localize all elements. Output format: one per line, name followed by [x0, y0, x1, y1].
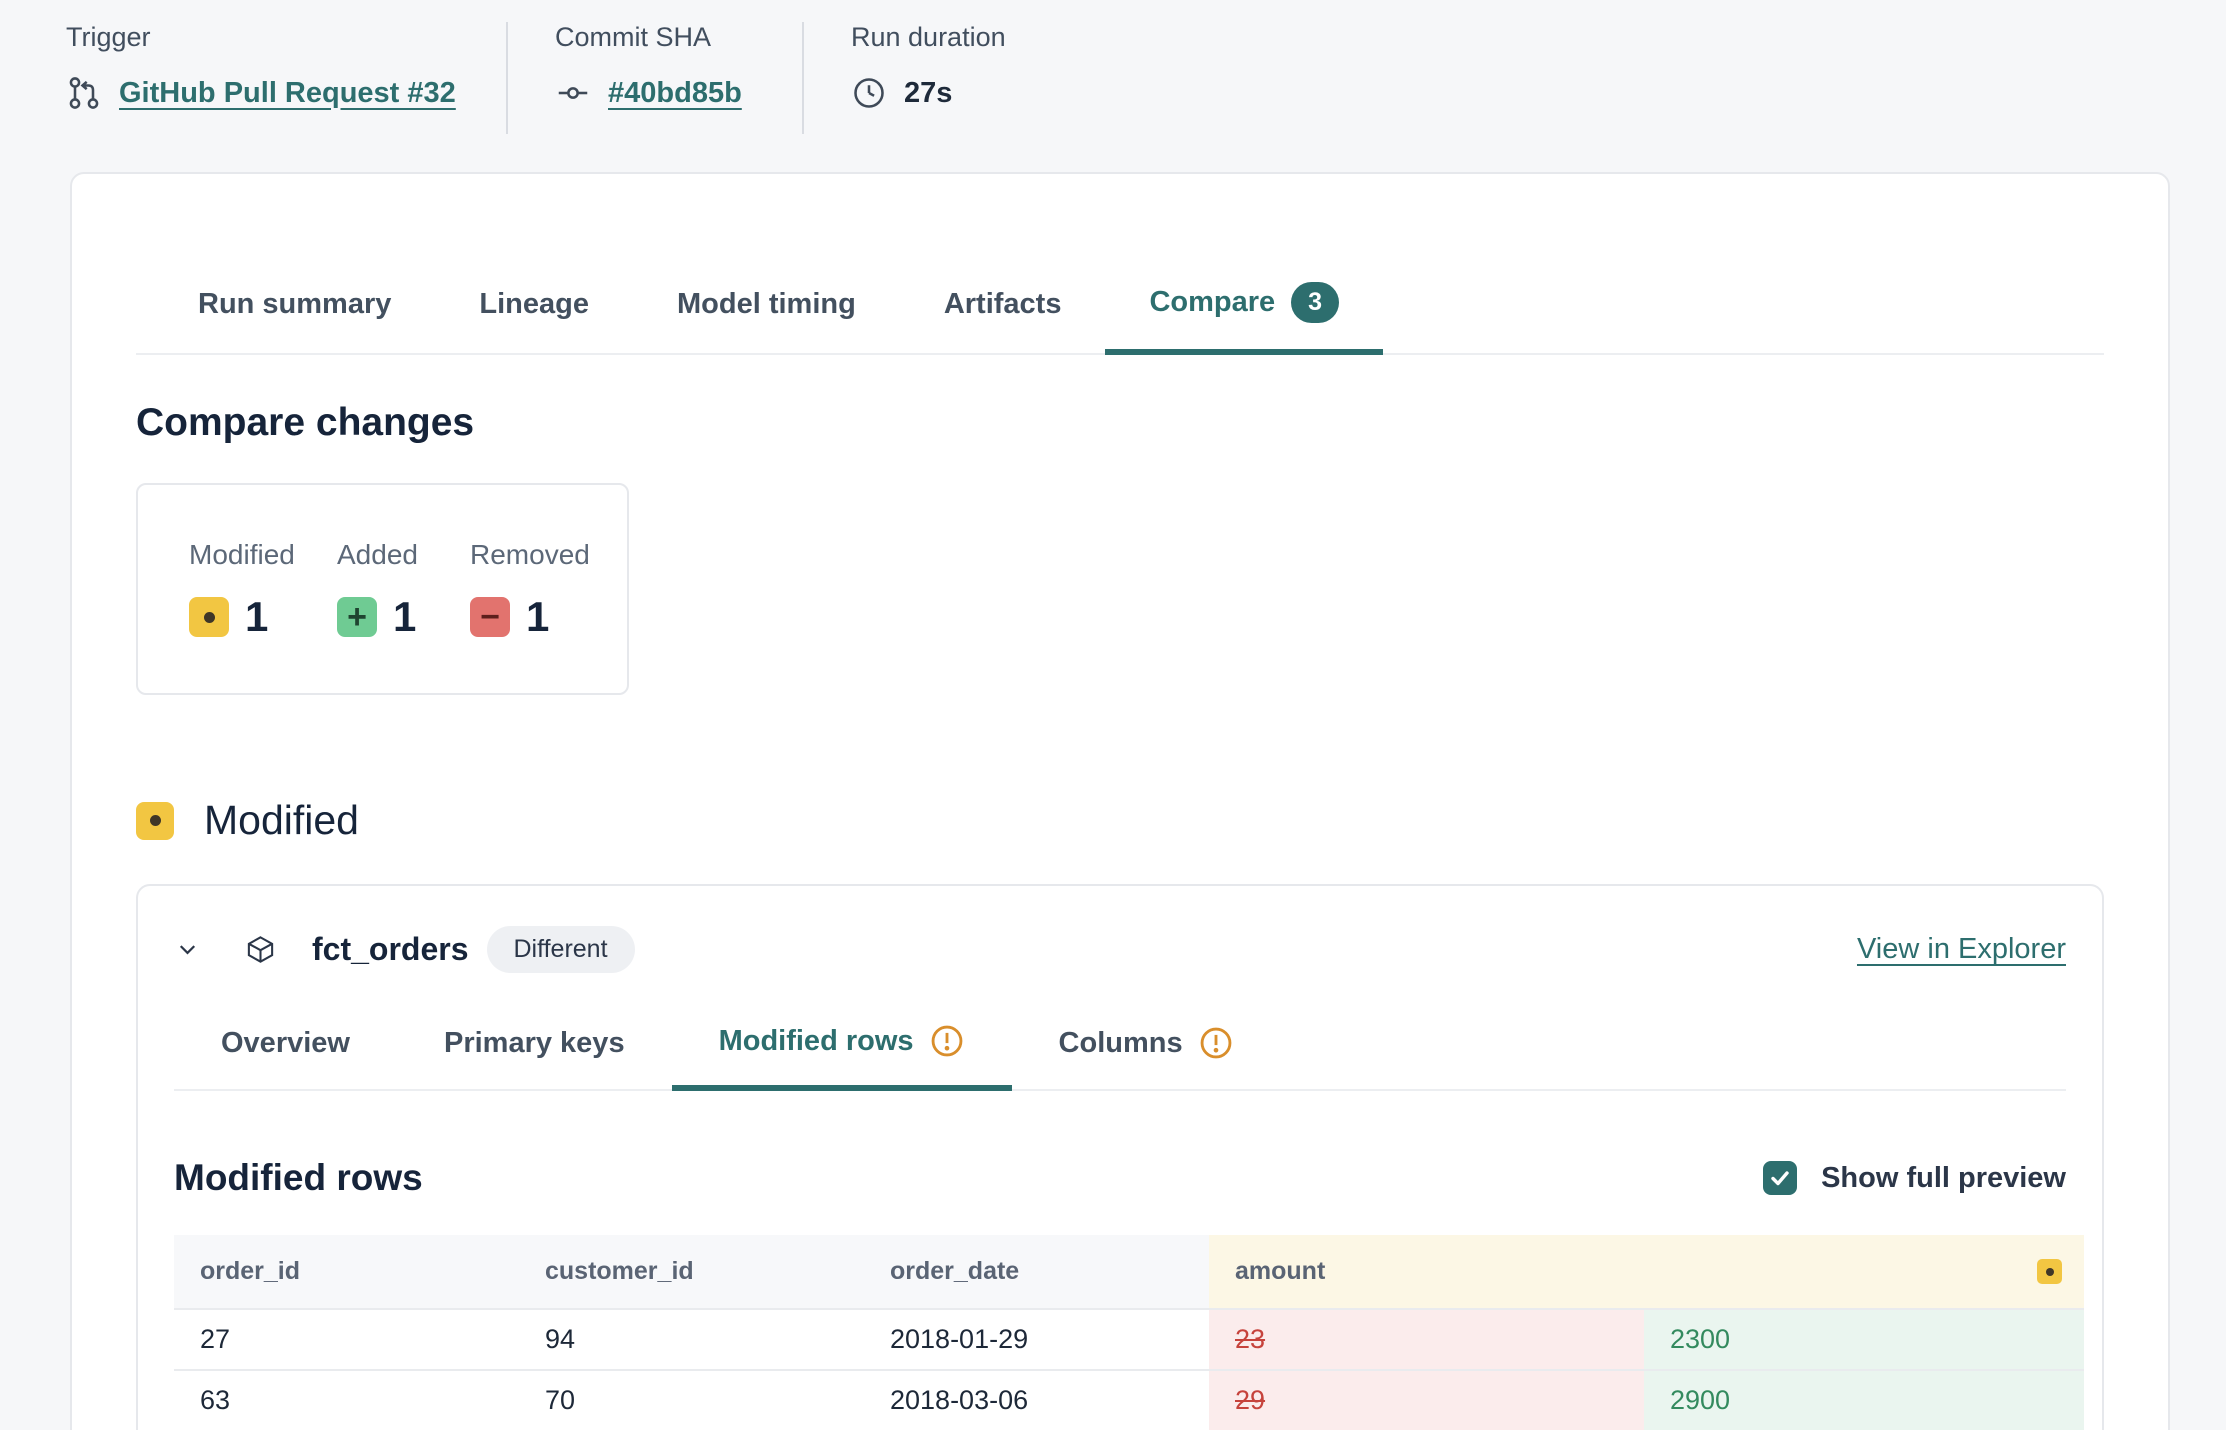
table-cell-old-value: 23 — [1209, 1308, 1644, 1369]
commit-sha-label: Commit SHA — [555, 22, 712, 52]
fct-orders-card: fct_orders Different View in Explorer Ov… — [136, 884, 2104, 1430]
table-cell-new-value: 2900 — [1644, 1369, 2084, 1430]
removed-minus-badge: − — [470, 597, 510, 637]
run-duration-value: 27s — [904, 76, 953, 109]
tab-compare[interactable]: Compare 3 — [1105, 282, 1384, 355]
different-status-badge: Different — [486, 926, 635, 973]
run-stats-header: Trigger GitHub Pull Request #32 Commit S… — [0, 0, 2226, 172]
modified-section-title: Modified — [204, 797, 359, 843]
table-cell: 2018-01-29 — [864, 1308, 1209, 1369]
run-duration-label: Run duration — [851, 22, 1006, 52]
pull-request-icon — [66, 75, 102, 111]
model-name: fct_orders — [312, 931, 469, 967]
tab-lineage[interactable]: Lineage — [479, 288, 589, 320]
trigger-label: Trigger — [66, 22, 151, 52]
removed-count: 1 — [526, 593, 550, 640]
table-cell: 63 — [174, 1369, 519, 1430]
removed-summary-label: Removed — [470, 539, 590, 570]
tab-modified-rows[interactable]: Modified rows — [671, 1023, 1012, 1091]
main-tab-bar: Run summary Lineage Model timing Artifac… — [136, 282, 2104, 355]
modified-count: 1 — [245, 593, 269, 640]
column-header-customer-id: customer_id — [519, 1235, 864, 1308]
modified-dot-badge — [2037, 1259, 2062, 1284]
modified-section-header: Modified — [136, 797, 2104, 844]
added-summary: Added + 1 — [337, 539, 470, 693]
trigger-stat: Trigger GitHub Pull Request #32 — [66, 22, 506, 172]
view-in-explorer-link[interactable]: View in Explorer — [1856, 933, 2066, 965]
clock-icon — [851, 75, 887, 111]
modified-dot-badge — [136, 801, 174, 840]
model-cube-icon — [245, 934, 276, 965]
removed-summary: Removed − 1 — [470, 539, 590, 693]
table-cell: 2018-03-06 — [864, 1369, 1209, 1430]
modified-rows-title: Modified rows — [174, 1157, 423, 1198]
run-duration-stat: Run duration 27s — [804, 22, 1006, 172]
table-cell: 94 — [519, 1308, 864, 1369]
compare-changes-title: Compare changes — [136, 401, 475, 444]
commit-sha-link[interactable]: #40bd85b — [608, 76, 742, 109]
commit-icon — [555, 75, 591, 111]
stat-divider — [802, 22, 804, 134]
table-cell: 70 — [519, 1369, 864, 1430]
table-cell: 27 — [174, 1308, 519, 1369]
warning-icon — [929, 1023, 965, 1059]
column-header-order-id: order_id — [174, 1235, 519, 1308]
table-cell-old-value: 29 — [1209, 1369, 1644, 1430]
chevron-down-icon[interactable] — [174, 936, 201, 963]
model-card-header: fct_orders Different View in Explorer — [174, 926, 2066, 973]
warning-icon — [1198, 1025, 1234, 1061]
added-plus-badge: + — [337, 597, 377, 637]
stat-divider — [506, 22, 508, 134]
show-full-preview-label: Show full preview — [1821, 1161, 2066, 1194]
commit-sha-stat: Commit SHA #40bd85b — [508, 22, 802, 172]
show-full-preview-toggle[interactable]: Show full preview — [1763, 1161, 2066, 1195]
modified-summary-label: Modified — [189, 539, 295, 570]
column-header-order-date: order_date — [864, 1235, 1209, 1308]
tab-primary-keys[interactable]: Primary keys — [443, 1026, 625, 1059]
modified-rows-table: order_id customer_id order_date amount 2… — [174, 1235, 2084, 1430]
added-count: 1 — [393, 593, 417, 640]
tab-artifacts[interactable]: Artifacts — [943, 288, 1062, 320]
modified-dot-badge — [189, 597, 229, 637]
tab-overview[interactable]: Overview — [221, 1026, 350, 1059]
modified-summary: Modified 1 — [189, 539, 337, 693]
model-tab-bar: Overview Primary keys Modified rows Colu… — [174, 1023, 2066, 1091]
added-summary-label: Added — [337, 539, 418, 570]
compare-count-badge: 3 — [1291, 282, 1340, 323]
column-header-amount: amount — [1209, 1235, 2084, 1308]
tab-columns[interactable]: Columns — [1012, 1023, 1281, 1089]
compare-summary-card: Modified 1 Added + 1 Removed − 1 — [136, 483, 629, 695]
checkbox-checked-icon[interactable] — [1763, 1161, 1798, 1195]
table-cell-new-value: 2300 — [1644, 1308, 2084, 1369]
run-detail-card: Run summary Lineage Model timing Artifac… — [70, 172, 2170, 1430]
tab-run-summary[interactable]: Run summary — [198, 288, 392, 320]
trigger-link[interactable]: GitHub Pull Request #32 — [119, 76, 456, 109]
tab-model-timing[interactable]: Model timing — [676, 288, 856, 320]
